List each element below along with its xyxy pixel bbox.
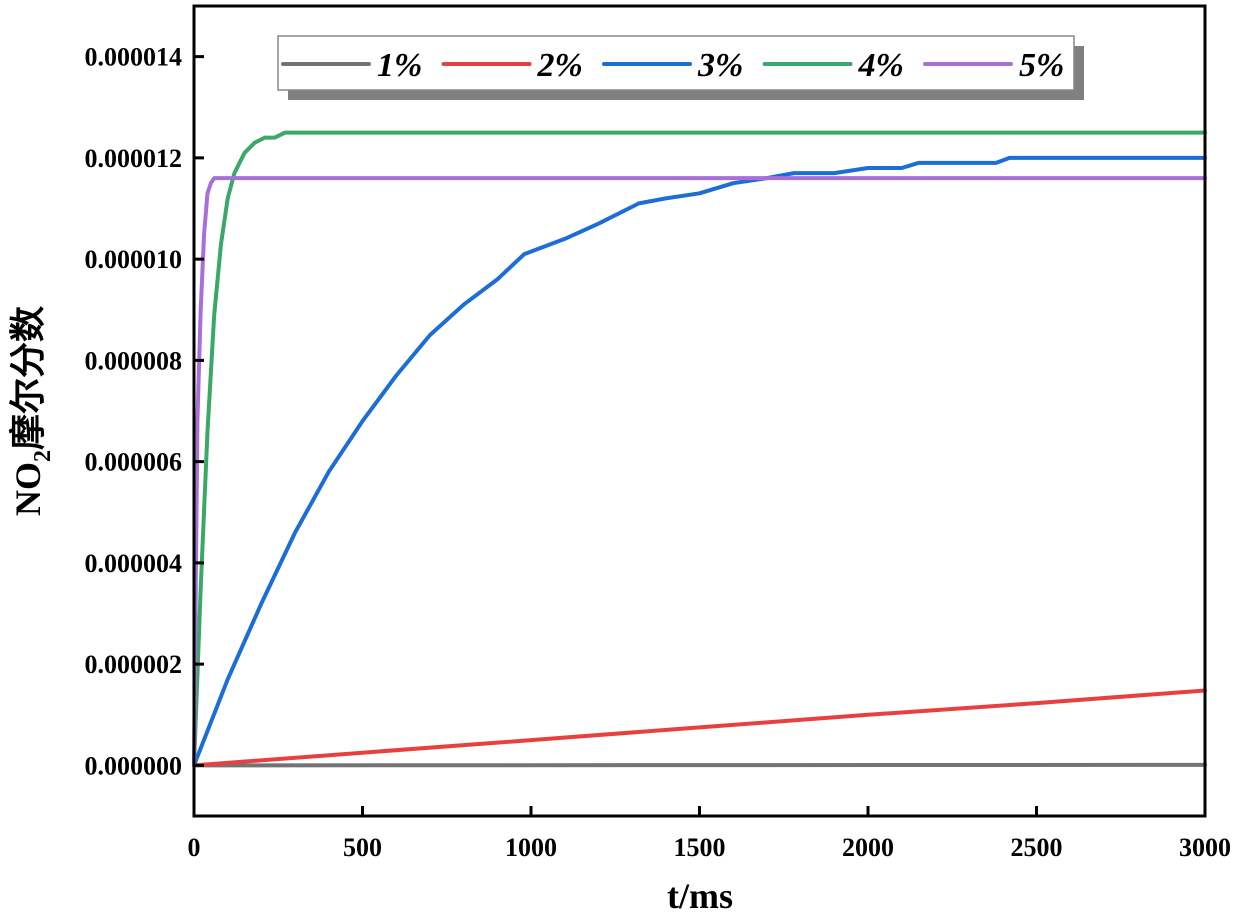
x-tick-label: 1000 (505, 833, 557, 862)
legend-label-3: 3% (697, 47, 743, 84)
x-axis-title: t/ms (667, 876, 733, 915)
x-tick-label: 500 (343, 833, 382, 862)
legend-label-5: 5% (1019, 47, 1064, 84)
series-line-5 (192, 176, 1207, 768)
legend: 1% 2% 3% 4% 5% (277, 35, 1084, 100)
y-tick-label: 0.000004 (85, 549, 183, 578)
legend-label-2: 2% (537, 47, 583, 84)
y-tick-label: 0.000006 (85, 448, 183, 477)
svg-text:NO2摩尔分数: NO2摩尔分数 (8, 306, 56, 516)
series-line-3 (192, 155, 1207, 768)
legend-label-1: 1% (377, 47, 422, 84)
ticks-layer: 0 500 1000 1500 2000 2500 3000 0.000000 0.000002… (85, 43, 1232, 862)
x-tick-label: 0 (188, 833, 201, 862)
y-tick-label: 0.000010 (85, 245, 183, 274)
y-tick-label: 0.000000 (85, 751, 183, 780)
y-tick-label: 0.000012 (85, 144, 183, 173)
x-tick-label: 2000 (842, 833, 894, 862)
series-line-2 (192, 688, 1207, 768)
x-tick-label: 2500 (1011, 833, 1063, 862)
y-axis-title-main: NO (8, 462, 48, 516)
y-axis-title: NO2摩尔分数 (8, 306, 56, 516)
y-tick-label: 0.000008 (85, 346, 183, 375)
series-line-4 (192, 130, 1207, 768)
x-tick-label: 1500 (674, 833, 726, 862)
y-axis-title-rest: 摩尔分数 (8, 306, 48, 450)
legend-label-4: 4% (858, 47, 904, 84)
y-tick-label: 0.000002 (85, 650, 183, 679)
series-layer (192, 130, 1207, 768)
series-line-1 (192, 762, 1207, 768)
y-tick-label: 0.000014 (85, 43, 183, 72)
x-tick-label: 3000 (1179, 833, 1231, 862)
y-axis-title-subscript: 2 (30, 450, 56, 462)
plot-frame (192, 4, 1207, 818)
